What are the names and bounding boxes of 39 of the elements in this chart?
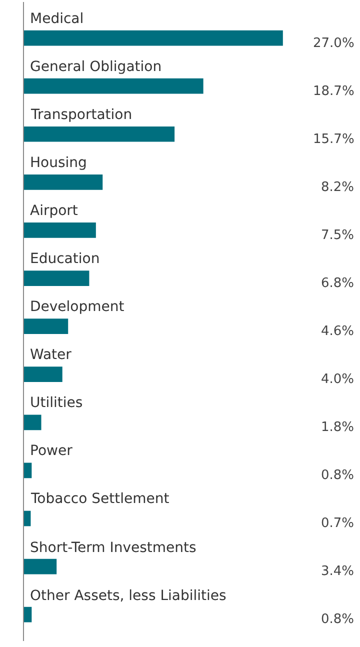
y-tick-label: Utilities — [30, 395, 83, 411]
data-label: 0.7% — [321, 516, 354, 531]
data-label: 4.0% — [321, 372, 354, 387]
bar — [24, 414, 42, 430]
bar — [24, 126, 175, 142]
bar — [24, 222, 96, 238]
data-label: 6.8% — [321, 276, 354, 291]
y-tick-label: Power — [30, 443, 73, 459]
y-tick-label: Transportation — [30, 107, 132, 123]
bar — [24, 558, 57, 574]
bar — [24, 510, 31, 526]
bar — [24, 174, 103, 190]
data-label: 15.7% — [313, 132, 354, 147]
data-label: 3.4% — [321, 564, 354, 579]
bar — [24, 270, 90, 286]
bar — [24, 462, 32, 478]
data-label: 8.2% — [321, 180, 354, 195]
y-tick-label: General Obligation — [30, 59, 162, 75]
y-tick-label: Development — [30, 299, 125, 315]
y-tick-label: Medical — [30, 11, 84, 27]
y-tick-label: Tobacco Settlement — [30, 491, 170, 507]
data-label: 18.7% — [313, 84, 354, 99]
data-label: 0.8% — [321, 468, 354, 483]
y-tick-label: Short-Term Investments — [30, 540, 196, 556]
y-tick-label: Education — [30, 251, 100, 267]
y-tick-label: Other Assets, less Liabilities — [30, 588, 226, 604]
data-label: 0.8% — [321, 612, 354, 627]
bar — [24, 366, 62, 382]
y-tick-label: Airport — [30, 203, 78, 219]
data-label: 1.8% — [321, 420, 354, 435]
data-label: 4.6% — [321, 324, 354, 339]
bar — [24, 318, 68, 334]
y-tick-label: Housing — [30, 155, 87, 171]
bar — [24, 78, 204, 94]
bar — [24, 30, 283, 46]
data-label: 7.5% — [321, 228, 354, 243]
data-label: 27.0% — [313, 36, 354, 51]
bar — [24, 606, 32, 622]
y-tick-label: Water — [30, 347, 72, 363]
